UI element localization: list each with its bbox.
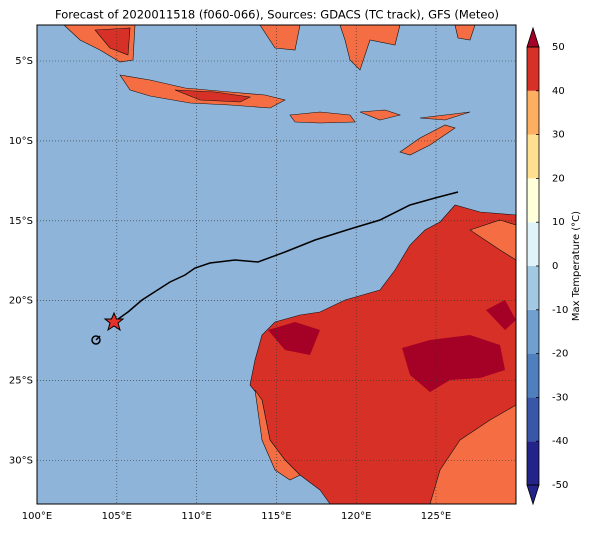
colorbar-bin	[527, 397, 539, 442]
colorbar: -50 -40 -30 -20 -10 0 10 20 30 40 50	[526, 26, 568, 506]
current-position	[103, 311, 125, 332]
colorbar-bin	[527, 266, 539, 310]
colorbar-bin	[527, 353, 539, 398]
x-tick-label: 100°E	[22, 511, 52, 522]
land	[254, 389, 301, 481]
land	[419, 111, 471, 121]
colorbar-bin	[527, 309, 539, 354]
land	[94, 27, 131, 56]
colorbar-tick-label: 20	[552, 173, 565, 184]
land	[402, 335, 505, 392]
x-tick-label: 120°E	[341, 511, 371, 522]
land	[359, 109, 402, 121]
map-area	[37, 24, 517, 505]
colorbar-tick-label: -10	[552, 305, 568, 316]
colorbar-tick-label: 40	[552, 86, 565, 97]
x-tick-label: 105°E	[102, 511, 132, 522]
colorbar-tick-label: 50	[552, 42, 565, 53]
colorbar-tick-label: -40	[552, 436, 568, 447]
land	[339, 24, 401, 71]
colorbar-tick-label: -50	[552, 480, 568, 491]
colorbar-tick-label: -20	[552, 349, 568, 360]
colorbar-bin	[527, 134, 539, 179]
x-tick-label: 115°E	[261, 511, 291, 522]
colorbar-label: Max Temperature (°C)	[571, 211, 582, 321]
y-tick-label: 30°S	[9, 456, 33, 467]
track-start	[91, 335, 101, 345]
colorbar-bin	[527, 47, 539, 91]
y-tick-label: 10°S	[9, 136, 33, 147]
y-tick-label: 5°S	[15, 56, 33, 67]
colorbar-tick-label: 10	[552, 217, 565, 228]
y-tick-label: 25°S	[9, 376, 33, 387]
colorbar-tick-label: -30	[552, 392, 568, 403]
colorbar-tick-label: 30	[552, 130, 565, 141]
y-tick-label: 15°S	[9, 216, 33, 227]
tc-track	[91, 191, 459, 345]
track-start-tail	[95, 335, 101, 341]
colorbar-tick-label: 0	[552, 261, 558, 272]
map-title: Forecast of 2020011518 (f060-066), Sourc…	[55, 8, 499, 22]
land	[174, 89, 251, 103]
colorbar-bin	[527, 222, 539, 266]
colorbar-extend	[526, 484, 540, 506]
colorbar-bin	[527, 178, 539, 223]
colorbar-bin	[527, 441, 539, 485]
land	[249, 204, 517, 505]
y-tick-label: 20°S	[9, 296, 33, 307]
land	[268, 322, 320, 355]
x-tick-label: 110°E	[181, 511, 211, 522]
land	[399, 124, 456, 156]
land	[486, 300, 516, 330]
land	[289, 111, 356, 124]
graticule	[37, 25, 516, 504]
frame	[36, 24, 517, 505]
colorbar-extend	[526, 26, 540, 48]
x-tick-label: 125°E	[421, 511, 451, 522]
track-line	[113, 191, 459, 323]
colorbar-bin	[527, 90, 539, 135]
